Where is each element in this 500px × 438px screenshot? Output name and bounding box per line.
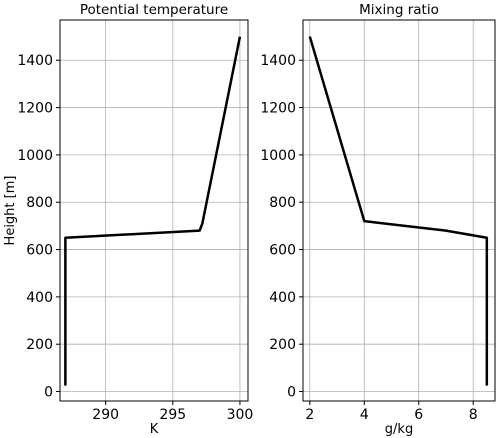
y-tick-label: 600 (269, 243, 296, 259)
y-tick-label: 800 (26, 195, 53, 211)
panel-mixing-ratio: 2 4 6 8 0 200 400 600 800 1000 1200 1400 Mixing rati… (260, 2, 496, 437)
x-tick-label: 6 (414, 407, 423, 423)
axes-frame (59, 19, 249, 402)
y-tick-label: 0 (287, 385, 296, 401)
y-tick-label: 600 (26, 243, 53, 259)
x-tick-label: 300 (227, 407, 254, 423)
y-tick-label: 800 (269, 195, 296, 211)
x-tick-label: 290 (92, 407, 119, 423)
x-tick-label: 4 (360, 407, 369, 423)
x-tick-label: 2 (305, 407, 314, 423)
x-tick-label: 295 (159, 407, 186, 423)
axes-frame (302, 19, 496, 402)
y-tick-label: 1400 (260, 53, 296, 69)
y-tick-label: 0 (44, 385, 53, 401)
y-tick-label: 1400 (17, 53, 53, 69)
x-axis-label: K (150, 422, 159, 437)
series-line (308, 36, 489, 386)
x-axis-label: g/kg (385, 422, 413, 437)
y-tick-label: 1000 (260, 148, 296, 164)
y-tick-label: 1200 (17, 101, 53, 117)
chart-title: Potential temperature (80, 2, 228, 18)
y-tick-label: 1200 (260, 101, 296, 117)
panel-potential-temperature: 290 295 300 0 200 400 600 800 1000 1200 1400 Potent… (3, 2, 253, 437)
chart-title: Mixing ratio (359, 2, 439, 18)
y-tick-label: 400 (269, 290, 296, 306)
y-tick-label: 400 (26, 290, 53, 306)
y-axis-label: Height [m] (3, 176, 18, 246)
series-line (64, 36, 242, 386)
y-tick-label: 200 (26, 337, 53, 353)
y-tick-label: 200 (269, 337, 296, 353)
x-tick-label: 8 (469, 407, 478, 423)
y-tick-label: 1000 (17, 148, 53, 164)
